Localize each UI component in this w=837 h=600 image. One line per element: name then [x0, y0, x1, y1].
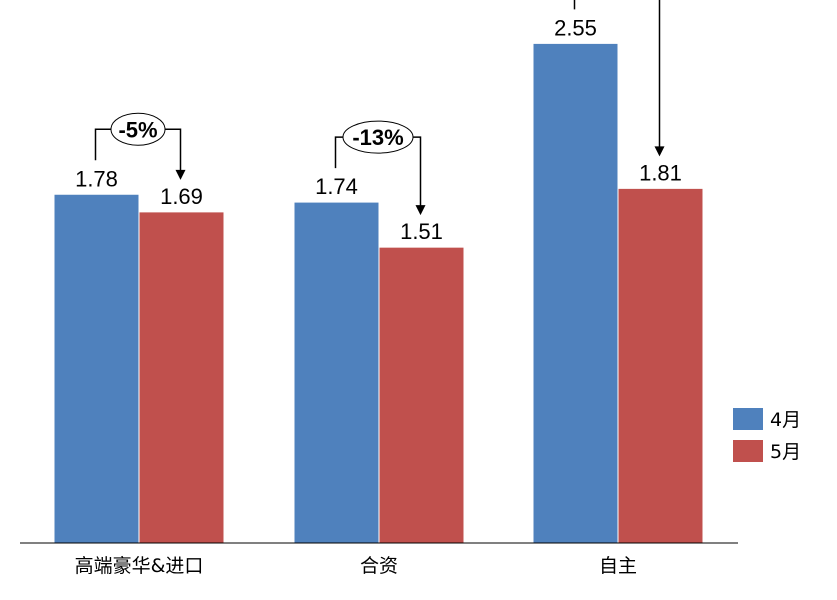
legend-label-apr: 4月	[770, 409, 801, 431]
arrowhead-0	[175, 169, 186, 180]
arrowhead-2	[654, 146, 665, 157]
change-label-0: -5%	[118, 117, 157, 142]
bar-may-1	[378, 246, 465, 544]
category-label-2: 自主	[599, 555, 637, 577]
bar-may-2	[617, 187, 704, 544]
legend-label-may: 5月	[770, 441, 801, 463]
data-label-may-2: 1.81	[639, 160, 682, 185]
bars-layer: 1.78 1.69 1.74 1.51 2.55 1.81	[53, 15, 704, 544]
change-bubble-0	[110, 112, 166, 146]
data-label-may-0: 1.69	[160, 184, 203, 209]
category-labels-layer: 高端豪华&进口 合资 自主	[75, 555, 637, 577]
bar-apr-0	[53, 193, 140, 544]
bar-apr-2	[532, 42, 619, 544]
data-label-apr-2: 2.55	[554, 15, 597, 40]
bar-may-0	[138, 211, 225, 544]
category-label-0: 高端豪华&进口	[75, 555, 204, 577]
change-bubble-1	[342, 120, 414, 154]
data-label-apr-1: 1.74	[315, 174, 358, 199]
bar-apr-1	[293, 201, 380, 544]
data-label-apr-0: 1.78	[75, 166, 118, 191]
change-label-1: -13%	[352, 125, 403, 150]
legend-swatch-apr	[733, 408, 763, 430]
arrowhead-1	[415, 205, 426, 216]
category-label-1: 合资	[360, 555, 398, 577]
change-annotations-layer: -5%-13%-29%	[94, 0, 665, 216]
legend-swatch-may	[733, 440, 763, 462]
data-label-may-1: 1.51	[400, 219, 443, 244]
change-arrow-2	[573, 0, 661, 148]
